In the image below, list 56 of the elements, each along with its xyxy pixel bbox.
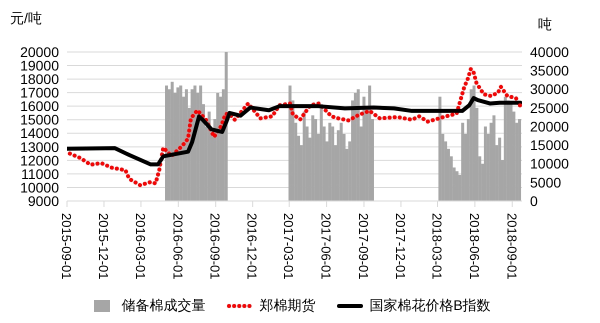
line-series xyxy=(67,96,522,166)
y2-tick-label: 35000 xyxy=(530,62,570,79)
bar xyxy=(165,86,168,201)
x-tick-label: 2016-09-01 xyxy=(208,213,223,280)
x-tick-label: 2015-12-01 xyxy=(96,213,111,280)
y2-tick-label: 25000 xyxy=(530,100,570,116)
bar xyxy=(484,126,487,201)
legend-label: 国家棉花价格B指数 xyxy=(369,297,491,315)
y2-tick-label: 5000 xyxy=(530,174,562,190)
y-tick-label: 18000 xyxy=(20,71,60,88)
y-tick-label: 11000 xyxy=(21,166,60,182)
x-tick-label: 2017-12-01 xyxy=(392,213,408,280)
bar xyxy=(331,126,334,201)
bar xyxy=(368,86,372,201)
y-tick-label: 20000 xyxy=(20,44,60,60)
y-tick-label: 10000 xyxy=(20,179,60,196)
y2-tick-label: 0 xyxy=(530,192,538,209)
bar xyxy=(288,86,292,201)
y-axis-title: 元/吨 xyxy=(10,10,42,28)
y-tick-label: 12000 xyxy=(20,152,60,168)
y2-tick-label: 10000 xyxy=(530,156,570,172)
x-tick-label: 2017-09-01 xyxy=(356,213,371,280)
y-tick-label: 9000 xyxy=(28,192,60,209)
bar xyxy=(438,96,442,201)
bar xyxy=(302,112,306,201)
legend-label: 储备棉成交量 xyxy=(121,297,206,315)
y2-tick-label: 15000 xyxy=(530,137,570,154)
x-tick-label: 2015-09-01 xyxy=(59,213,74,280)
x-tick-label: 2018-03-01 xyxy=(430,213,444,280)
x-tick-label: 2018-06-01 xyxy=(466,213,482,280)
y-tick-label: 16000 xyxy=(20,98,60,114)
y2-tick-label: 40000 xyxy=(530,44,570,60)
bar xyxy=(216,92,220,201)
legend-label: 郑棉期货 xyxy=(259,297,316,315)
bar xyxy=(199,86,202,201)
y2-axis-title: 吨 xyxy=(538,16,552,34)
y-tick-label: 17000 xyxy=(20,84,60,101)
y-tick-label: 14000 xyxy=(20,125,60,142)
bar xyxy=(518,119,522,201)
bar xyxy=(208,112,211,201)
x-tick-label: 2017-06-01 xyxy=(318,213,334,280)
bar xyxy=(470,89,473,201)
y2-tick-label: 30000 xyxy=(530,81,570,98)
y-tick-label: 13000 xyxy=(20,138,60,155)
y2-tick-label: 20000 xyxy=(530,118,570,134)
x-tick-label: 2016-03-01 xyxy=(132,213,148,280)
x-tick-label: 2017-03-01 xyxy=(281,213,296,280)
bar xyxy=(461,122,464,201)
bar xyxy=(362,96,366,201)
x-tick-label: 2016-06-01 xyxy=(170,213,186,280)
x-tick-label: 2016-12-01 xyxy=(244,213,260,280)
bar xyxy=(492,115,496,201)
y-tick-label: 19000 xyxy=(20,58,60,74)
y-tick-label: 15000 xyxy=(20,112,60,128)
x-tick-label: 2018-09-01 xyxy=(504,213,520,280)
bar xyxy=(498,138,502,201)
